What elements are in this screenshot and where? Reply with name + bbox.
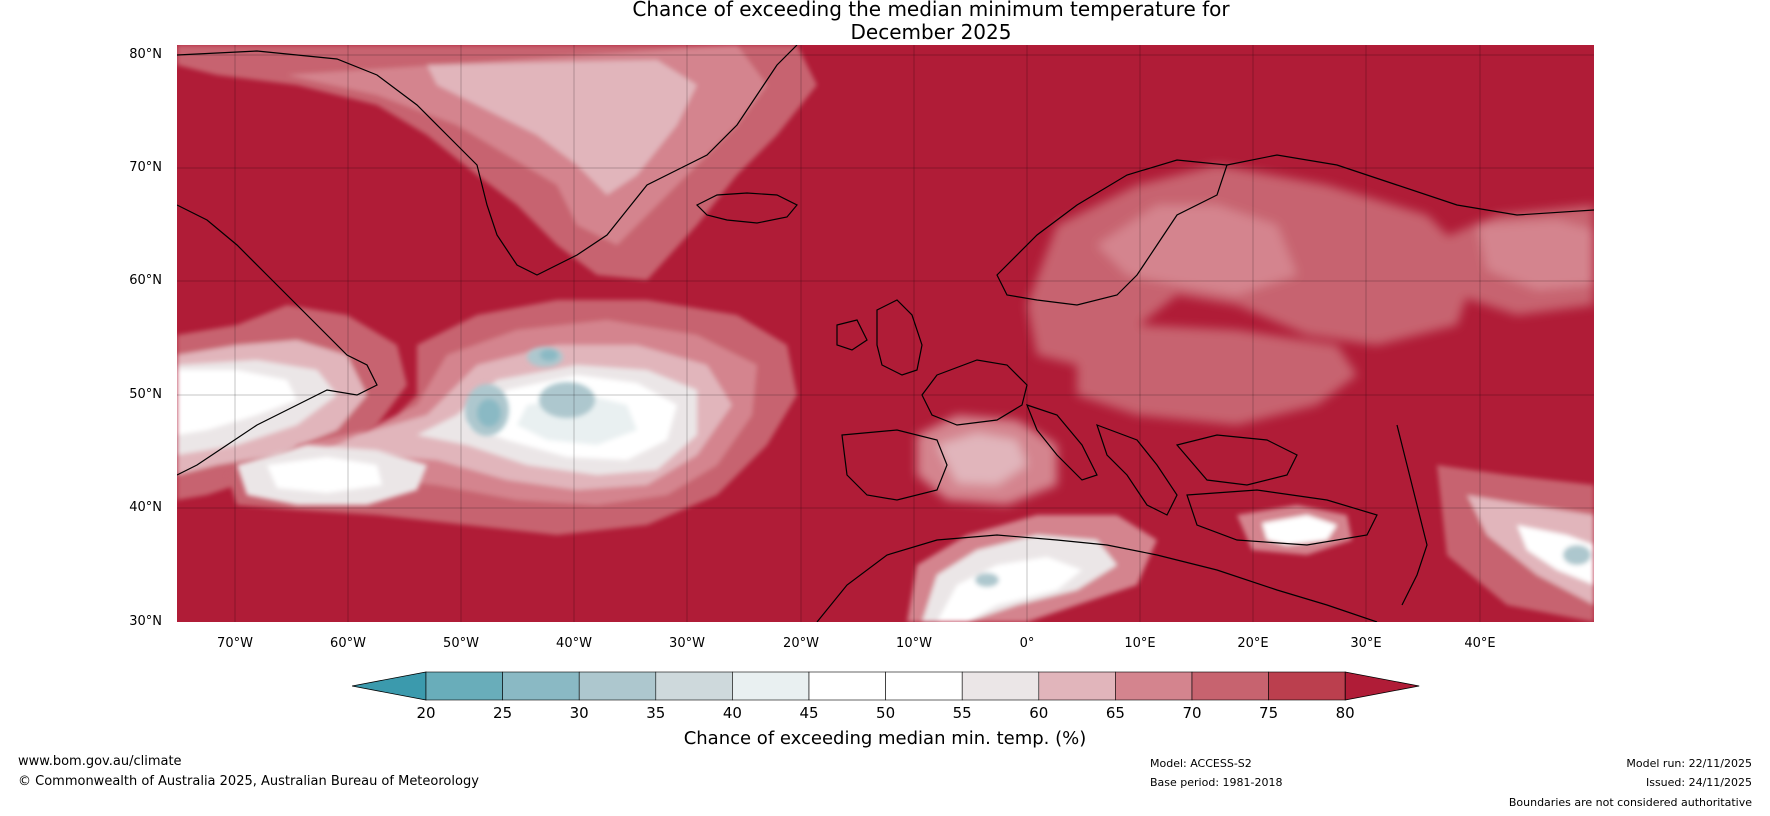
lon-tick-50w: 50°W	[443, 636, 479, 651]
map-title: Chance of exceeding the median minimum t…	[0, 0, 1770, 44]
colorbar-tick-label: 75	[1259, 704, 1279, 722]
balkans-coast	[1096, 423, 1178, 516]
coastlines	[177, 45, 1594, 622]
lat-tick-60n: 60°N	[129, 273, 162, 288]
colorbar-segment	[502, 671, 580, 701]
north-africa-coast	[816, 534, 1378, 622]
colorbar-segment	[1268, 671, 1346, 701]
footer-copyright: © Commonwealth of Australia 2025, Austra…	[18, 774, 479, 789]
title-line-1: Chance of exceeding the median minimum t…	[632, 0, 1230, 21]
canada-field	[177, 305, 407, 500]
lon-tick-30w: 30°W	[669, 636, 705, 651]
colorbar-segment	[425, 671, 503, 701]
probability-map	[177, 45, 1594, 622]
colorbar-tick-label: 50	[876, 704, 896, 722]
colorbar-segment	[1191, 671, 1269, 701]
colorbar-extend-low	[351, 671, 427, 701]
caspian-coast	[1396, 424, 1428, 606]
black-sea-coast	[1175, 434, 1298, 486]
graticule	[177, 45, 1594, 622]
lat-tick-40n: 40°N	[129, 500, 162, 515]
lon-tick-30e: 30°E	[1350, 636, 1382, 651]
map-panel	[177, 45, 1594, 622]
atlantic-cool-spots	[465, 347, 595, 436]
footer-issued: Issued: 24/11/2025	[1645, 776, 1752, 789]
colorbar-segment	[655, 671, 733, 701]
lon-tick-20e: 20°E	[1237, 636, 1269, 651]
lon-tick-70w: 70°W	[217, 636, 253, 651]
middle-east-field	[1237, 465, 1594, 622]
colorbar-tick-label: 60	[1029, 704, 1049, 722]
colorbar-segment	[732, 671, 810, 701]
colorbar-tick-label: 35	[646, 704, 666, 722]
lon-tick-60w: 60°W	[330, 636, 366, 651]
footer-model-run: Model run: 22/11/2025	[1626, 757, 1752, 770]
colorbar-extend-high	[1344, 671, 1420, 701]
lon-tick-10e: 10°E	[1124, 636, 1156, 651]
footer-website: www.bom.gov.au/climate	[18, 754, 182, 769]
greenland-field	[177, 45, 817, 280]
labrador-coast	[177, 204, 378, 476]
colorbar-segment	[578, 671, 657, 701]
arctic-russia-coast	[1226, 154, 1594, 216]
title-line-2: December 2025	[850, 20, 1012, 44]
lat-tick-70n: 70°N	[129, 160, 162, 175]
italy-coast	[1025, 404, 1098, 481]
lon-tick-10w: 10°W	[896, 636, 932, 651]
footer-disclaimer: Boundaries are not considered authoritat…	[1508, 796, 1752, 809]
lon-tick-20w: 20°W	[783, 636, 819, 651]
colorbar-tick-label: 30	[569, 704, 589, 722]
colorbar-tick-label: 20	[416, 704, 436, 722]
colorbar-segment	[808, 671, 886, 701]
colorbar-segment	[1038, 671, 1116, 701]
lon-tick-0: 0°	[1019, 636, 1035, 651]
britain-coast	[876, 299, 923, 376]
iberia-coast	[841, 429, 948, 501]
colorbar-tick-label: 25	[493, 704, 513, 722]
colorbar	[351, 670, 1422, 730]
colorbar-tick-label: 55	[952, 704, 972, 722]
colorbar-tick-label: 40	[722, 704, 742, 722]
north-africa-field	[907, 515, 1157, 622]
lon-tick-40e: 40°E	[1464, 636, 1496, 651]
colorbar-tick-label: 80	[1335, 704, 1355, 722]
france-coast	[921, 359, 1028, 426]
greenland-coast	[177, 45, 798, 276]
colorbar-tick-label: 45	[799, 704, 819, 722]
colorbar-segment	[961, 671, 1040, 701]
footer-base-period: Base period: 1981-2018	[1150, 776, 1283, 789]
europe-field	[917, 165, 1594, 505]
colorbar-tick-label: 70	[1182, 704, 1202, 722]
colorbar-segment	[885, 671, 963, 701]
colorbar-tick-label: 65	[1105, 704, 1125, 722]
lat-tick-30n: 30°N	[129, 614, 162, 629]
iceland-coast	[695, 192, 798, 224]
scandinavia-coast	[996, 159, 1228, 306]
lat-tick-50n: 50°N	[129, 387, 162, 402]
ireland-coast	[836, 319, 868, 351]
lat-tick-80n: 80°N	[129, 47, 162, 62]
turkey-coast	[1186, 489, 1378, 546]
lon-tick-40w: 40°W	[556, 636, 592, 651]
colorbar-title: Chance of exceeding median min. temp. (%…	[683, 728, 1087, 749]
colorbar-svg	[351, 671, 1420, 701]
footer-model: Model: ACCESS-S2	[1150, 757, 1252, 770]
subtropical-band	[237, 445, 427, 505]
colorbar-segment	[1115, 671, 1193, 701]
